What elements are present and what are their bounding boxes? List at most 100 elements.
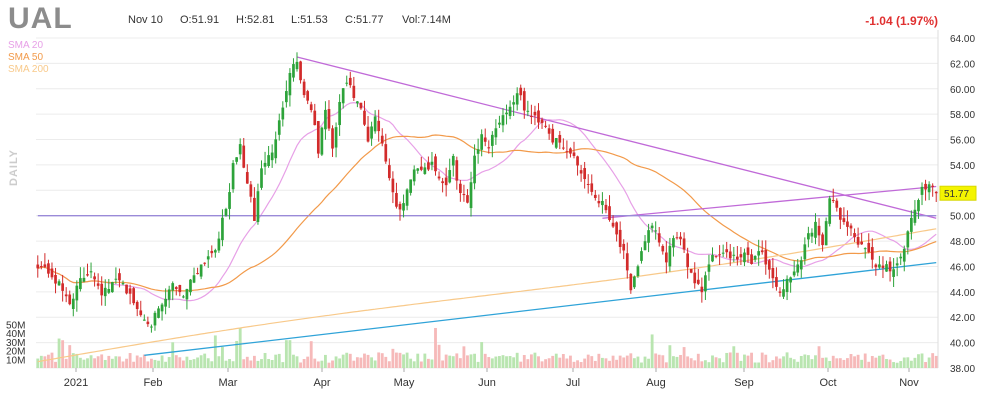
candle [469,171,473,217]
volume-bar [252,355,256,368]
candle [728,244,732,266]
gridlines [36,37,938,369]
candle [302,78,306,98]
volume-bar [902,357,906,368]
candle [256,183,260,225]
candle-body [700,286,704,293]
candle-body [569,148,572,154]
volume-bar [924,362,927,368]
candle-body [643,241,647,251]
candle-body [391,178,395,193]
candle [512,95,515,116]
candle [387,158,391,181]
candle [668,237,672,272]
candle [931,183,935,197]
candle [100,276,104,306]
candle [444,167,448,197]
candle [324,101,327,140]
candle [920,182,924,206]
candle [856,227,860,248]
candle-body [100,283,104,296]
volume-bar [100,354,104,368]
candle [416,167,420,174]
candle-body [253,197,256,221]
candle [164,288,167,315]
volume-bar [164,361,168,368]
candle [121,280,125,286]
candle [682,232,686,253]
bar-date: Nov 10 [128,14,163,26]
volume-bar [132,361,136,368]
candle-body [565,151,569,153]
candle-body [931,185,935,187]
volume-bar [210,361,214,368]
volume-bar [597,353,601,368]
volume-bar [590,356,594,368]
volume-bar [139,357,143,368]
candle-body [519,87,523,96]
volume-bar [434,327,437,368]
volume-bar [682,347,686,368]
candle-body [139,310,143,316]
candle-body [629,273,633,291]
candle-body [213,250,217,253]
volume-bar [483,353,487,368]
volume-bar [743,354,746,368]
volume-bar [363,353,366,368]
volume-bar [934,355,938,368]
volume-bar [913,357,917,368]
candle [764,240,768,275]
y-tick-label: 54.00 [950,161,975,172]
candle [593,190,597,201]
volume-bar [178,357,182,368]
y-tick-label: 60.00 [950,85,975,96]
volume-bar [650,334,654,368]
candle-body [494,128,498,138]
candle [178,284,182,297]
candle-body [210,250,214,254]
candle-body [107,289,111,293]
candle-body [814,221,817,238]
volume-bar [78,357,82,368]
candle [270,144,274,168]
volume-bar [515,352,519,368]
volume-bar [295,356,299,368]
volume-bar [771,360,775,368]
candle-body [554,138,558,148]
candle [288,68,292,107]
candle [316,121,320,159]
volume-bar [750,352,753,368]
candle [640,247,643,264]
candle-body [238,144,242,155]
candle [572,141,576,159]
volume-bar [306,356,310,368]
legend-sma-200: SMA 200 [8,64,49,75]
candle-body [292,64,295,78]
candle [629,273,633,294]
candle [636,264,640,278]
candle [917,198,920,219]
volume-bar [498,356,501,368]
candle [384,133,388,164]
volume-bar [611,355,615,368]
candle [838,207,842,230]
candle-body [313,110,317,126]
volume-bar [679,354,682,368]
candle-body [551,128,555,143]
candle-body [75,285,79,301]
volume-bar [185,356,189,368]
volume-bar [203,353,207,368]
volume-bar [327,362,331,368]
volume-bar [54,361,57,368]
candle [704,271,707,300]
candle [36,255,40,278]
volume-bar [366,354,370,368]
candle [657,226,661,247]
candle-body [583,168,587,180]
candle-body [338,101,341,126]
trendlines [37,56,937,356]
candle-body [604,204,608,211]
candle-body [423,167,427,174]
candle [821,232,824,252]
y-tick-label: 40.00 [950,339,975,350]
